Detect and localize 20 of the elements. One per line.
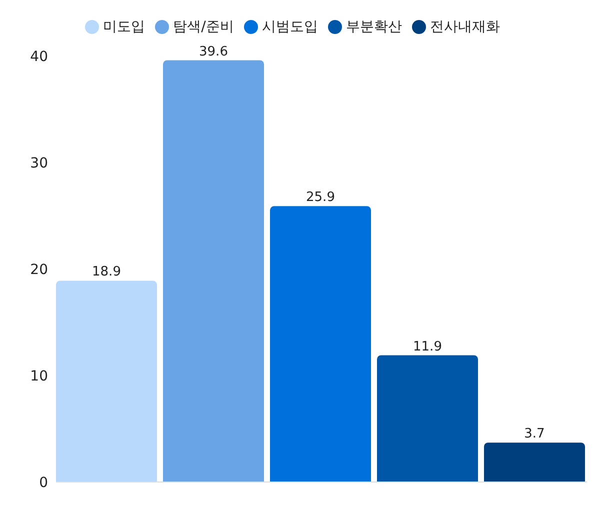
bar (163, 60, 264, 482)
bar (484, 442, 585, 482)
y-tick-label: 40 (30, 48, 48, 65)
legend-label: 부분확산 (346, 19, 402, 35)
y-tick-label: 10 (30, 368, 48, 384)
data-label: 39.6 (199, 44, 228, 60)
data-label: 11.9 (413, 339, 442, 354)
data-label: 3.7 (524, 426, 545, 442)
legend-label: 전사내재화 (430, 19, 500, 35)
legend-label: 탐색/준비 (173, 19, 234, 35)
bar (377, 355, 478, 482)
y-tick-label: 20 (30, 262, 48, 278)
legend-label: 시범도입 (262, 19, 318, 35)
y-tick-label: 0 (39, 474, 48, 491)
bar (56, 280, 157, 482)
y-tick-label: 30 (30, 155, 48, 172)
data-label: 18.9 (92, 264, 121, 280)
legend-label: 미도입 (103, 19, 146, 35)
data-label: 25.9 (306, 190, 335, 206)
bar (270, 206, 371, 482)
